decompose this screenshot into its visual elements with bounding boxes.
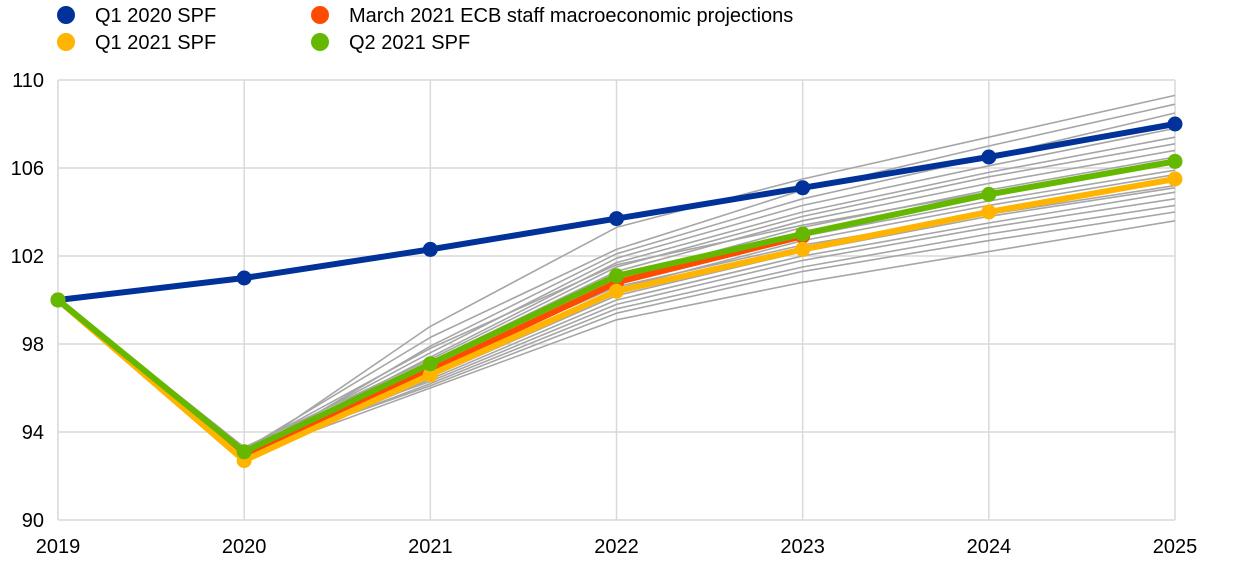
legend: Q1 2020 SPF March 2021 ECB staff macroeco…	[57, 5, 793, 54]
point-q1-2020-spf-2020	[236, 270, 252, 286]
point-q1-2021-spf-2024	[981, 204, 997, 220]
point-q1-2020-spf-2024	[981, 149, 997, 165]
x-tick-label-2025: 2025	[1153, 536, 1198, 558]
legend-marker-march-2021-ecb-staff-macroeconomic-projections	[311, 6, 329, 24]
point-q2-2021-spf-2024	[981, 186, 997, 202]
y-tick-label-90: 90	[22, 510, 44, 532]
legend-marker-q2-2021-spf	[311, 33, 329, 51]
point-q2-2021-spf-2025	[1167, 153, 1183, 169]
x-tick-label-2021: 2021	[408, 536, 453, 558]
y-tick-label-106: 106	[11, 158, 44, 180]
point-q1-2021-spf-2022	[609, 283, 624, 299]
point-q1-2021-spf-2023	[795, 241, 811, 257]
point-q1-2020-spf-2021	[422, 241, 438, 257]
legend-label-q1-2020-spf: Q1 2020 SPF	[95, 5, 216, 27]
x-tick-label-2023: 2023	[780, 536, 825, 558]
point-q2-2021-spf-2020	[236, 444, 252, 460]
x-tick-label-2020: 2020	[222, 536, 267, 558]
point-q2-2021-spf-2021	[422, 356, 438, 372]
point-q2-2021-spf-2023	[795, 226, 811, 242]
point-q2-2021-spf-2022	[609, 268, 624, 284]
y-tick-label-98: 98	[22, 334, 44, 356]
x-tick-label-2019: 2019	[36, 536, 81, 558]
x-tick-label-2024: 2024	[967, 536, 1012, 558]
y-tick-label-94: 94	[22, 422, 44, 444]
highlighted-series	[50, 116, 1183, 469]
axes: 90 94 98 102 106 110 2019 2020 2021 2022 2023 2024 2…	[11, 70, 1198, 558]
legend-marker-q1-2020-spf	[57, 6, 75, 24]
point-q1-2020-spf-2022	[609, 211, 624, 227]
legend-marker-q1-2021-spf	[57, 33, 75, 51]
point-q2-2021-spf-2019	[50, 292, 66, 308]
y-tick-label-110: 110	[12, 70, 44, 92]
point-q1-2021-spf-2021	[422, 367, 438, 383]
legend-label-q2-2021-spf: Q2 2021 SPF	[349, 32, 470, 54]
legend-label-q1-2021-spf: Q1 2021 SPF	[95, 32, 216, 54]
y-tick-label-102: 102	[11, 246, 44, 268]
legend-label-march-2021-ecb-staff-macroeconomic-projections: March 2021 ECB staff macroeconomic proje…	[349, 5, 793, 27]
grid-lines	[58, 79, 1176, 520]
point-q1-2020-spf-2023	[795, 180, 811, 196]
point-q1-2021-spf-2025	[1167, 171, 1183, 187]
x-tick-label-2022: 2022	[594, 536, 639, 558]
point-q1-2020-spf-2025	[1167, 116, 1183, 132]
